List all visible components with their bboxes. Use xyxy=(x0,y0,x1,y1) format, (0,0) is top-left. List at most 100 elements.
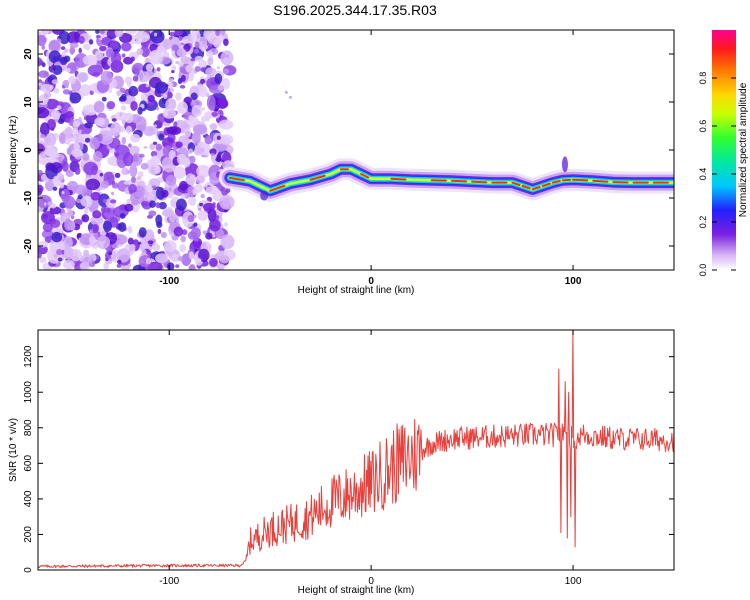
carrier-core xyxy=(531,186,541,191)
spectrogram-noise-speck xyxy=(99,45,107,52)
spectrogram-noise-speck xyxy=(219,195,235,210)
spectrogram-noise-speck xyxy=(284,90,288,94)
spectrogram-noise-speck xyxy=(39,122,50,138)
spectrogram-noise-speck xyxy=(190,30,201,43)
spectrogram-noise-speck xyxy=(38,244,48,255)
spectrogram-noise-speck xyxy=(74,167,81,175)
spectrogram-noise-speck xyxy=(93,100,105,113)
spectrogram-noise-speck xyxy=(156,67,161,72)
spectrogram-noise-speck xyxy=(152,141,158,145)
spectrogram-noise-speck xyxy=(45,145,55,156)
spectrogram-noise-speck xyxy=(130,191,144,205)
spectrogram-noise-speck xyxy=(72,120,81,128)
spectrogram-noise-speck xyxy=(200,67,206,73)
spectrogram-noise-speck xyxy=(215,228,224,240)
spectrogram-noise-speck xyxy=(220,50,234,66)
spectrogram-noise-speck xyxy=(60,46,66,51)
spectrogram-noise-speck xyxy=(218,119,234,130)
spec-y-tick-label: -10 xyxy=(23,190,34,205)
spectrogram-noise-speck xyxy=(81,253,92,264)
spectrogram-noise-speck xyxy=(135,116,147,132)
spectrogram-noise-speck xyxy=(40,30,50,35)
spectrogram-noise-speck xyxy=(100,70,113,85)
spectrogram-noise-speck xyxy=(223,38,229,46)
spectrogram-noise-speck xyxy=(195,175,206,184)
spectrogram-noise-speck xyxy=(58,176,64,182)
spectrogram-noise-speck xyxy=(119,213,126,219)
spectrogram-noise-speck xyxy=(224,222,229,227)
spectrogram-noise-speck xyxy=(207,208,217,222)
spectrogram-noise-speck xyxy=(90,215,104,226)
spectrogram-noise-speck xyxy=(38,34,47,47)
spectrogram-noise-speck xyxy=(198,60,208,69)
spectrogram-noise-speck xyxy=(146,30,150,34)
spectrogram-noise-speck xyxy=(169,31,175,37)
spectrogram-noise-speck xyxy=(209,123,218,131)
spectrogram-x-label: Height of straight line (km) xyxy=(298,285,415,296)
spectrogram-noise-speck xyxy=(191,104,203,117)
carrier-core xyxy=(511,181,521,186)
spectrogram-noise-speck xyxy=(157,228,162,234)
spectrogram-noise-speck xyxy=(158,133,165,141)
spectrogram-noise-speck xyxy=(49,219,61,228)
spectrogram-noise-speck xyxy=(52,64,63,75)
snr-y-label: SNR (10 * v/v) xyxy=(8,418,19,482)
spectrogram-noise-speck xyxy=(57,257,63,262)
spectrogram-noise-speck xyxy=(141,249,147,255)
spectrogram-noise-speck xyxy=(111,182,119,189)
carrier-core xyxy=(541,182,551,187)
spectrogram-noise-speck xyxy=(80,196,92,207)
spectrogram-noise-speck xyxy=(220,234,235,250)
spectrogram-noise-speck xyxy=(38,194,52,209)
spectrogram-noise-speck xyxy=(179,180,188,191)
spectrogram-noise-speck xyxy=(175,264,180,268)
spectrogram-noise-speck xyxy=(125,125,133,135)
spectrogram-noise-speck xyxy=(219,255,230,264)
spectrogram-noise-speck xyxy=(204,183,208,188)
spectrogram-noise-speck xyxy=(100,206,107,214)
spectrogram-noise-speck xyxy=(106,207,111,214)
spectrogram-noise-speck xyxy=(136,176,142,181)
spectrogram-noise-speck xyxy=(194,41,200,49)
spectrogram-noise-speck xyxy=(131,176,137,184)
spectrogram-noise-speck xyxy=(161,156,177,173)
spectrogram-noise-speck xyxy=(164,84,169,88)
spectrogram-noise-speck xyxy=(64,48,69,53)
spec-y-tick-label: 20 xyxy=(23,48,34,60)
spectrogram-noise-speck xyxy=(166,126,178,135)
spectrogram-noise-speck xyxy=(207,57,214,66)
spectrogram-noise-speck xyxy=(209,148,217,156)
spectrogram-noise-speck xyxy=(122,152,134,167)
spectrogram-noise-speck xyxy=(38,57,43,67)
spectrogram-noise-speck xyxy=(116,263,122,268)
spectrogram-noise-speck xyxy=(147,95,155,102)
spectrogram-noise-speck xyxy=(69,118,74,126)
spectrogram-noise-speck xyxy=(45,179,49,183)
spectrogram-noise-speck xyxy=(40,134,46,139)
spectrogram-noise-speck xyxy=(192,188,198,196)
spectrogram-noise-speck xyxy=(206,94,216,111)
spectrogram-noise-speck xyxy=(120,93,127,101)
spectrogram-noise-speck xyxy=(222,68,230,75)
spectrogram-noise-speck xyxy=(53,87,60,94)
spectrogram-noise-speck xyxy=(202,202,216,211)
spectrogram-plot-area xyxy=(38,30,674,270)
spectrogram-noise-speck xyxy=(99,30,105,35)
spectrogram-noise-speck xyxy=(58,30,70,45)
spectrogram-noise-speck xyxy=(215,215,220,220)
colorbar-tick-label: 0.0 xyxy=(698,264,708,277)
spectrogram-noise-speck xyxy=(130,56,135,62)
spectrogram-noise-speck xyxy=(145,69,154,80)
carrier-spread xyxy=(260,190,269,201)
spectrogram-noise-speck xyxy=(179,244,187,253)
spectrogram-noise-speck xyxy=(127,237,134,245)
spectrogram-noise-speck xyxy=(148,200,156,208)
spectrogram-noise-speck xyxy=(149,143,156,151)
spectrogram-noise-speck xyxy=(51,69,55,73)
spectrogram-noise-speck xyxy=(114,172,121,179)
spectrogram-noise-speck xyxy=(109,199,117,204)
carrier-core xyxy=(572,178,589,182)
spectrogram-noise-speck xyxy=(185,64,194,73)
spectrogram-noise-speck xyxy=(175,92,182,101)
